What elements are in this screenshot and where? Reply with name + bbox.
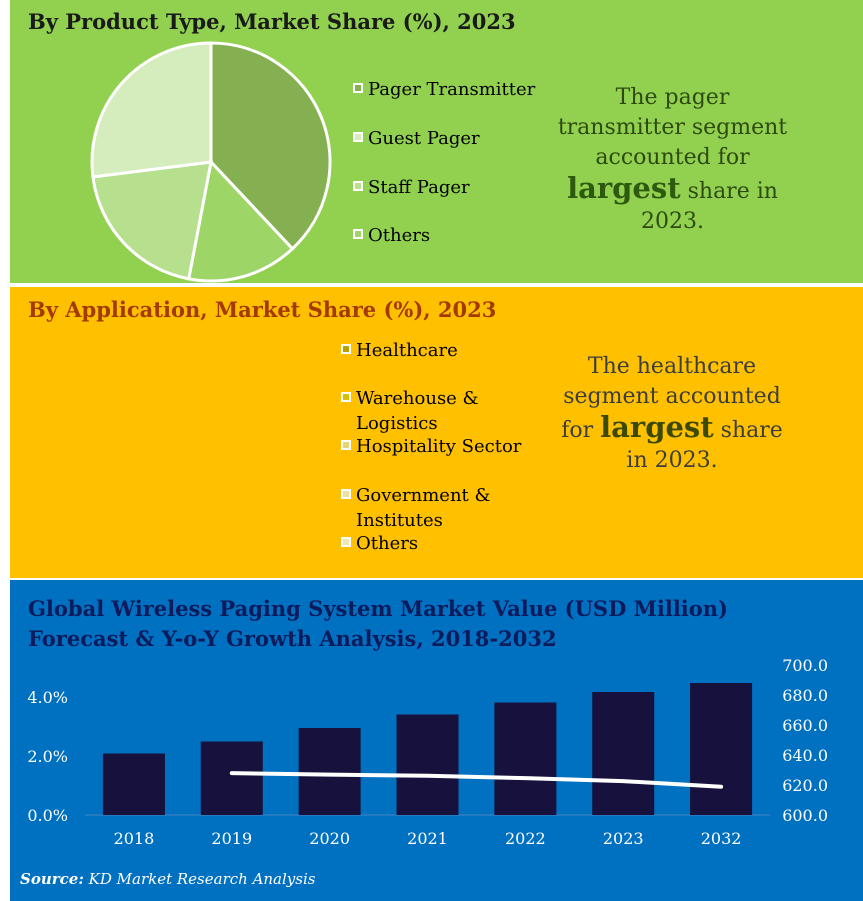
legend-label: Staff Pager [368,177,470,198]
legend-swatch [353,83,363,93]
note-text: The pager transmitter segment accounted … [557,85,788,170]
legend-label: Warehouse & Logistics [356,388,479,434]
title-line: Global Wireless Paging System Market Val… [28,596,728,621]
legend-swatch [341,489,351,499]
legend-label: Guest Pager [368,128,480,149]
legend-label: Pager Transmitter [368,79,536,100]
legend-swatch [353,132,363,142]
application-note: The healthcare segment accounted for lar… [552,352,792,476]
product-type-pie-slice [91,160,213,281]
market-value-title: Global Wireless Paging System Market Val… [28,594,728,654]
note-emphasis: largest [600,410,714,444]
legend-label: Others [356,533,419,554]
product-type-legend: Pager Transmitter Guest Pager Staff Page… [353,79,543,253]
market-value-panel: Global Wireless Paging System Market Val… [10,580,863,901]
legend-label: Healthcare [356,340,458,361]
legend-swatch [353,181,363,191]
title-line: Forecast & Y-o-Y Growth Analysis, 2018-2… [28,626,557,651]
note-text: share in 2023. [626,418,783,473]
source-text: KD Market Research Analysis [83,870,316,888]
source-label: Source: [20,870,84,888]
product-type-title: By Product Type, Market Share (%), 2023 [28,9,516,34]
product-type-pie-slice [186,158,295,283]
legend-label: Others [368,225,431,246]
product-type-note: The pager transmitter segment accounted … [555,83,790,237]
note-text: share in 2023. [641,179,778,234]
legend-swatch [341,537,351,547]
legend-swatch [341,440,351,450]
product-type-pie-slice [209,41,332,251]
product-type-pie-slice [90,41,213,179]
legend-swatch [341,392,351,402]
note-emphasis: largest [567,171,681,205]
application-legend: Healthcare Warehouse & Logistics Hospita… [341,340,541,554]
source-note: Source: KD Market Research Analysis [20,870,315,888]
application-title: By Application, Market Share (%), 2023 [28,297,497,322]
legend-label: Government & Institutes [356,485,491,531]
legend-swatch [341,344,351,354]
legend-label: Hospitality Sector [356,436,522,457]
note-text: The healthcare segment accounted for [561,354,781,443]
legend-swatch [353,229,363,239]
application-panel: By Application, Market Share (%), 2023 [10,287,863,578]
